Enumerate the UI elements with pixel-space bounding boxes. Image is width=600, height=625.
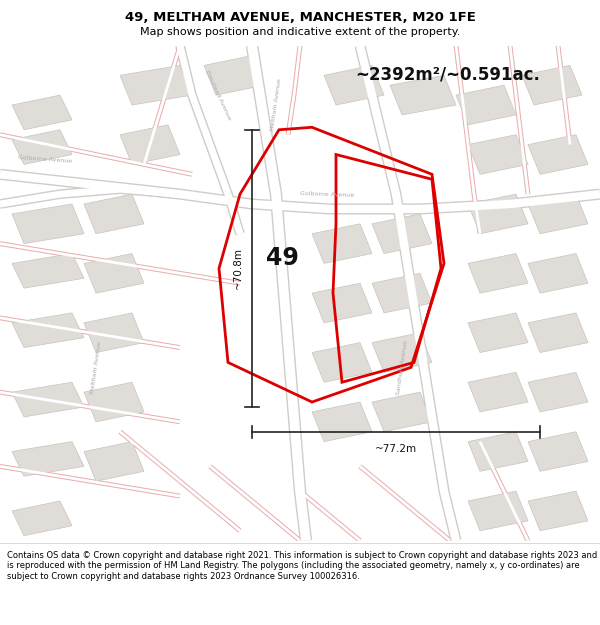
Text: 49: 49 (266, 246, 298, 271)
Polygon shape (468, 372, 528, 412)
Text: Sandhurs Avenue: Sandhurs Avenue (396, 340, 409, 395)
Polygon shape (84, 382, 144, 422)
Polygon shape (468, 432, 528, 471)
Text: ~77.2m: ~77.2m (375, 444, 417, 454)
Polygon shape (468, 491, 528, 531)
Polygon shape (528, 313, 588, 352)
Polygon shape (468, 254, 528, 293)
Text: Golborne Avenue: Golborne Avenue (18, 155, 73, 164)
Polygon shape (468, 135, 528, 174)
Polygon shape (12, 442, 84, 476)
Polygon shape (528, 432, 588, 471)
Text: Map shows position and indicative extent of the property.: Map shows position and indicative extent… (140, 28, 460, 38)
Text: Elmstead Avenue: Elmstead Avenue (204, 69, 232, 121)
Polygon shape (12, 95, 72, 130)
Polygon shape (120, 125, 180, 164)
Polygon shape (324, 66, 384, 105)
Polygon shape (522, 66, 582, 105)
Polygon shape (528, 135, 588, 174)
Polygon shape (456, 85, 516, 125)
Polygon shape (84, 313, 144, 352)
Polygon shape (528, 491, 588, 531)
Polygon shape (390, 76, 456, 115)
Text: ~2392m²/~0.591ac.: ~2392m²/~0.591ac. (355, 66, 540, 83)
Polygon shape (528, 254, 588, 293)
Polygon shape (312, 283, 372, 323)
Polygon shape (372, 214, 432, 254)
Polygon shape (312, 342, 372, 382)
Polygon shape (312, 402, 372, 442)
Polygon shape (468, 194, 528, 234)
Polygon shape (528, 372, 588, 412)
Polygon shape (84, 442, 144, 481)
Text: 49, MELTHAM AVENUE, MANCHESTER, M20 1FE: 49, MELTHAM AVENUE, MANCHESTER, M20 1FE (125, 11, 475, 24)
Text: Contains OS data © Crown copyright and database right 2021. This information is : Contains OS data © Crown copyright and d… (7, 551, 598, 581)
Polygon shape (84, 254, 144, 293)
Polygon shape (12, 313, 84, 348)
Polygon shape (468, 313, 528, 352)
Text: Meltham Avenue: Meltham Avenue (270, 79, 283, 131)
Polygon shape (12, 382, 84, 417)
Polygon shape (12, 254, 84, 288)
Polygon shape (120, 66, 192, 105)
Polygon shape (12, 204, 84, 244)
Text: Meltham Avenue: Meltham Avenue (90, 341, 103, 394)
Polygon shape (12, 130, 72, 164)
Polygon shape (372, 392, 432, 432)
Polygon shape (372, 273, 432, 313)
Polygon shape (312, 224, 372, 263)
Polygon shape (12, 501, 72, 536)
Polygon shape (204, 56, 264, 95)
Text: Golborne Avenue: Golborne Avenue (300, 191, 354, 198)
Polygon shape (528, 194, 588, 234)
Polygon shape (84, 194, 144, 234)
Polygon shape (372, 332, 432, 372)
Text: ~70.8m: ~70.8m (233, 248, 243, 289)
